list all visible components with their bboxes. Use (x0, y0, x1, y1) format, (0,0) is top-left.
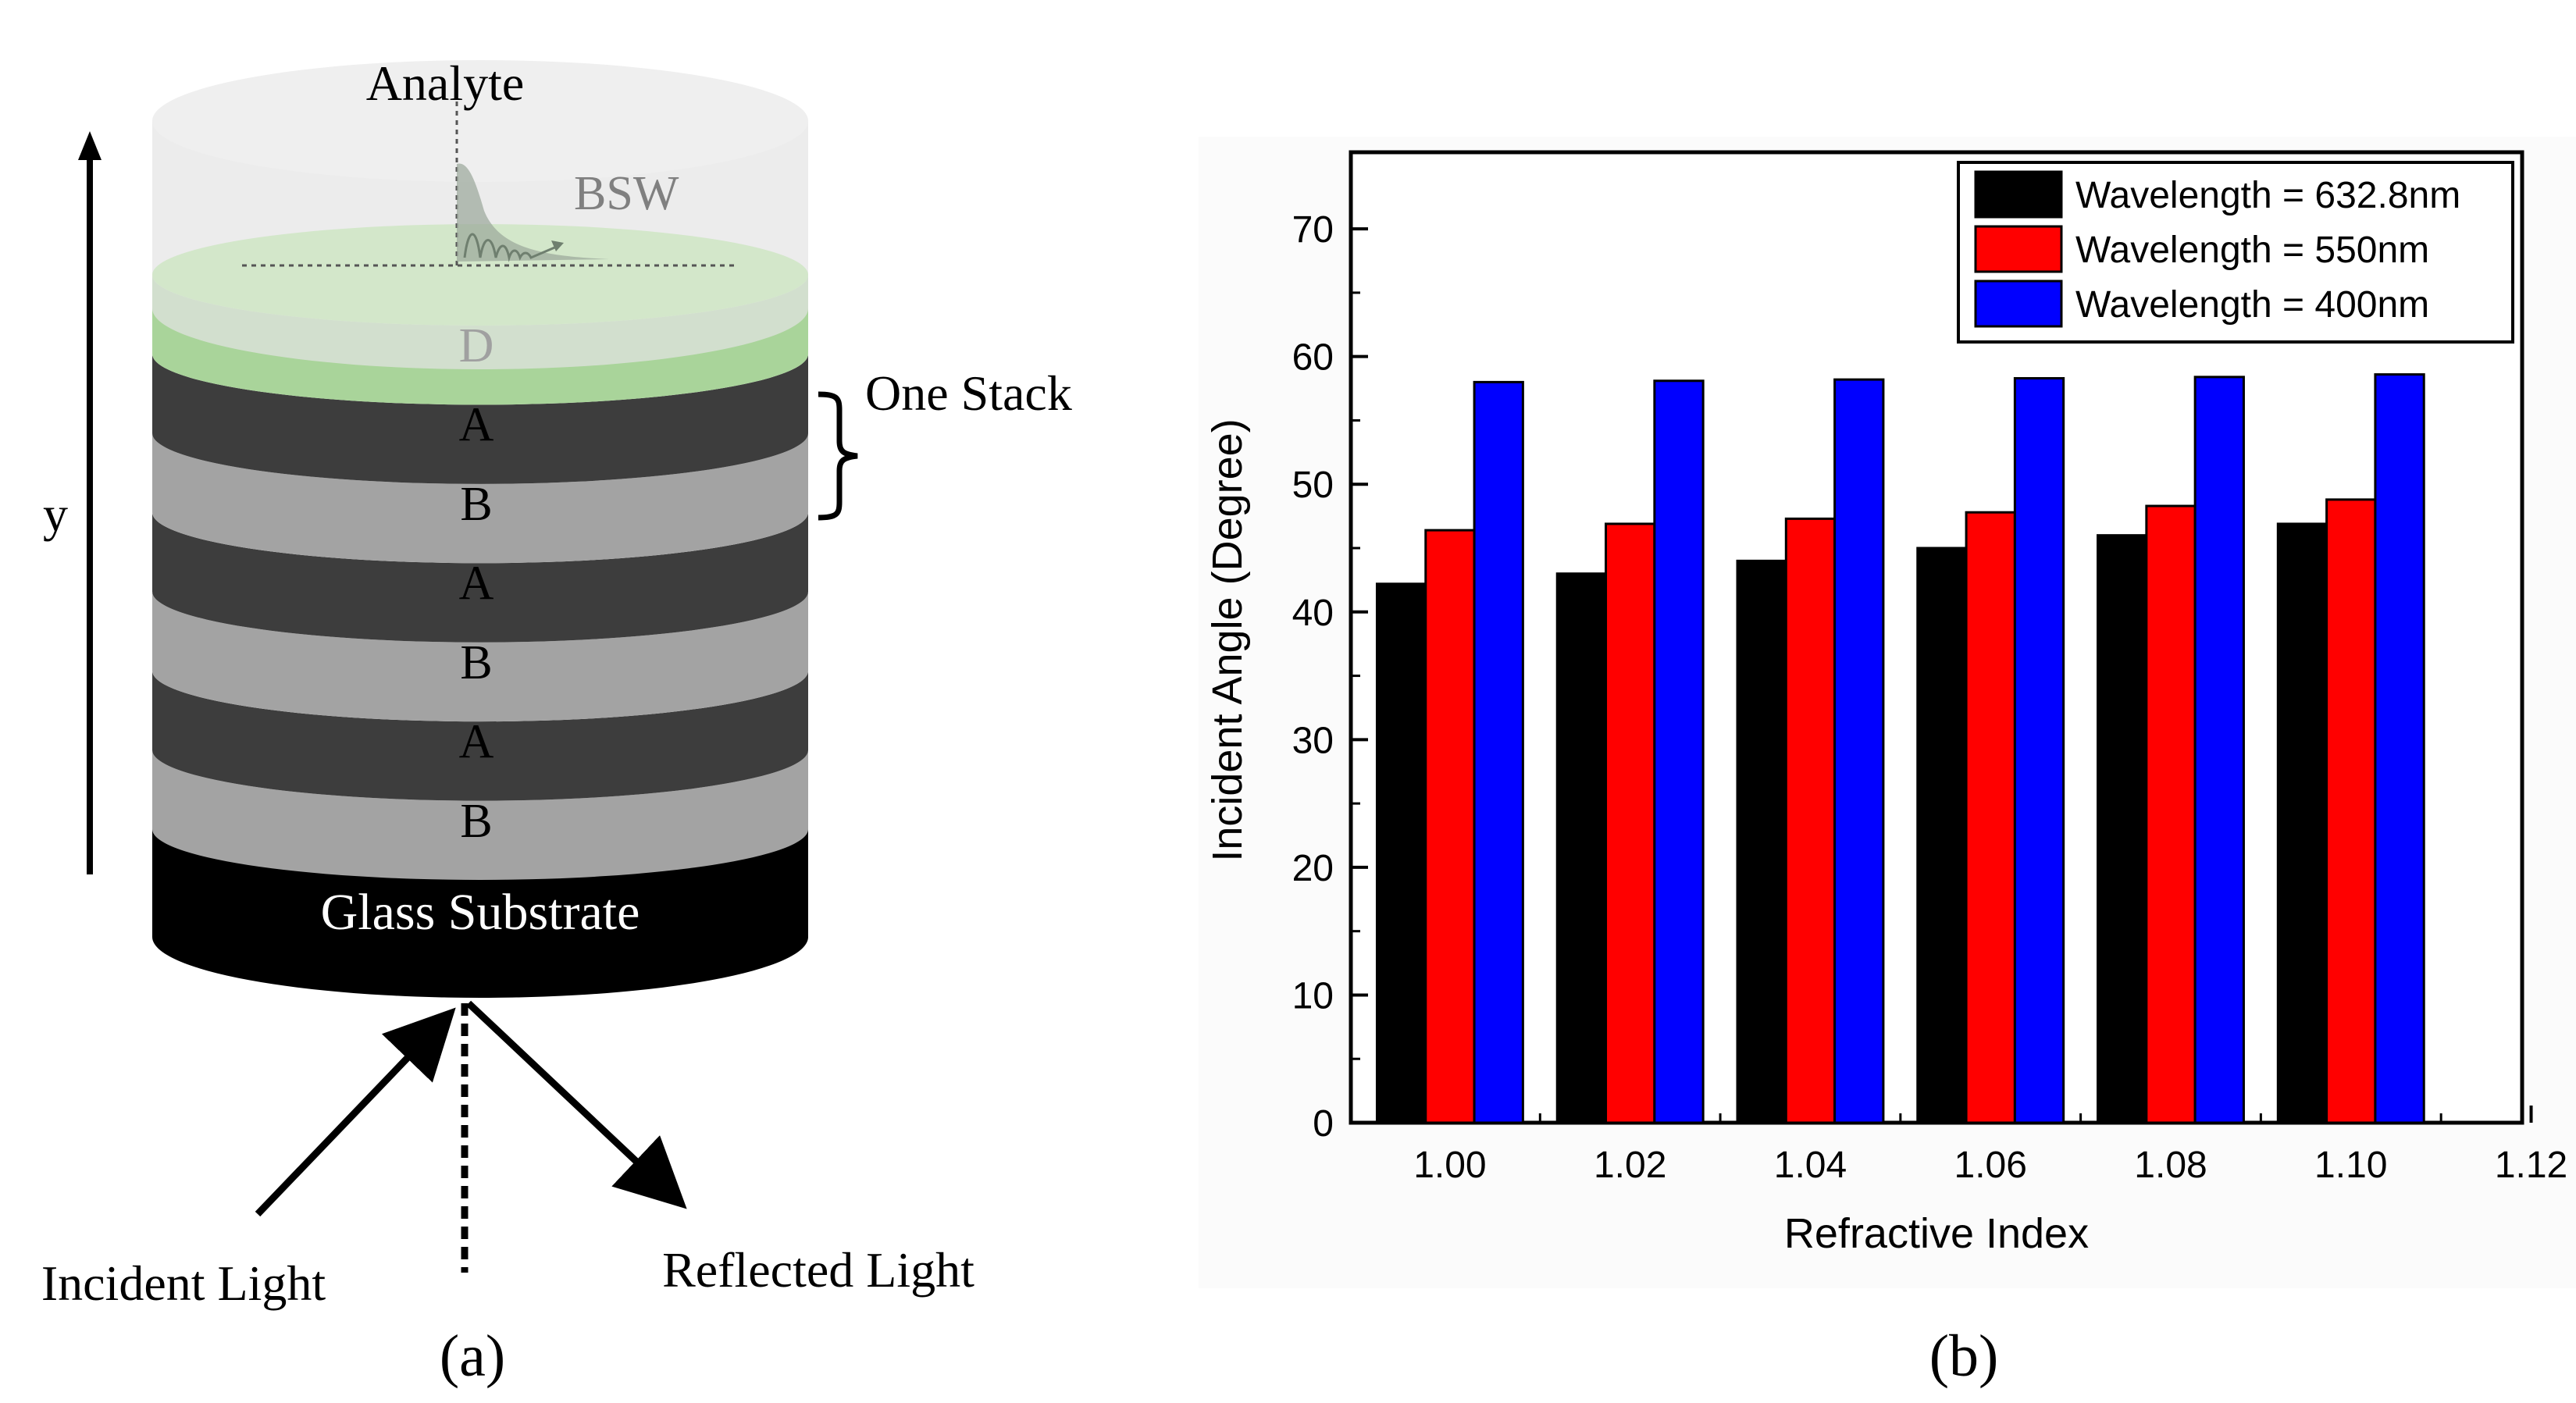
x-axis-title: Refractive Index (1784, 1210, 2089, 1257)
substrate-label: Glass Substrate (321, 884, 640, 941)
y-tick-label: 50 (1292, 465, 1334, 506)
stack-layer (152, 591, 808, 722)
stack-layer-label: B (460, 636, 492, 689)
stack-layer-label: A (459, 399, 494, 452)
panel-b-caption: (b) (1929, 1323, 1999, 1389)
x-tick-label: 1.06 (1954, 1145, 2027, 1186)
legend-label: Wavelength = 632.8nm (2075, 175, 2460, 216)
legend-label: Wavelength = 400nm (2075, 284, 2429, 326)
incident-light-label: Incident Light (41, 1255, 326, 1311)
stack-layer-label: A (459, 715, 494, 768)
stack-layer (152, 433, 808, 564)
bar-wavelength-632-8nm-1-06 (1916, 547, 1968, 1124)
reflected-light-arrow (465, 1000, 687, 1209)
y-axis-label: y (43, 486, 68, 542)
bar-wavelength-632-8nm-1-10 (2276, 522, 2328, 1124)
y-axis-arrowhead (78, 131, 102, 160)
bar-wavelength-632-8nm-1-00 (1375, 582, 1427, 1124)
y-tick-label: 40 (1292, 593, 1334, 634)
bar-wavelength-550nm-1-02 (1605, 522, 1656, 1124)
y-axis: 0 10 20 30 40 50 60 70 (1292, 209, 1368, 1145)
x-tick-label: 1.02 (1594, 1145, 1666, 1186)
bar-wavelength-400nm-1-06 (2013, 376, 2065, 1124)
bar-wavelength-550nm-1-04 (1784, 517, 1837, 1124)
y-tick-label: 20 (1292, 848, 1334, 889)
bar-wavelength-632-8nm-1-02 (1555, 572, 1608, 1124)
bsw-field-profile (457, 163, 609, 262)
legend-swatch (1974, 170, 2063, 219)
x-tick-label: 1.00 (1413, 1145, 1486, 1186)
bar-wavelength-632-8nm-1-08 (2097, 534, 2148, 1124)
legend-swatch (1974, 225, 2063, 273)
stack-layer-label: B (460, 478, 492, 531)
x-tick-label: 1.12 (2495, 1145, 2567, 1186)
x-tick-label: 1.08 (2134, 1145, 2207, 1186)
bar-wavelength-400nm-1-04 (1833, 378, 1885, 1124)
stack-layer (152, 512, 808, 643)
panel-a-caption: (a) (440, 1323, 505, 1389)
panel-b-chart: 0 10 20 30 40 50 60 70 1.00 1.02 1.04 1.06 1.08 1.10… (1199, 137, 2576, 1389)
bar-series (1375, 373, 2425, 1124)
analyte-top (152, 60, 808, 182)
bar-wavelength-400nm-1-08 (2193, 376, 2245, 1124)
x-tick-label: 1.10 (2314, 1145, 2387, 1186)
bar-wavelength-400nm-1-10 (2374, 373, 2425, 1124)
y-tick-label: 30 (1292, 720, 1334, 761)
panel-a-diagram: y Glass Substrate BABABAD Analyte BSW On… (41, 55, 1072, 1389)
x-tick-label: 1.04 (1774, 1145, 1847, 1186)
analyte-label: Analyte (366, 55, 525, 111)
reflected-light-label: Reflected Light (662, 1242, 974, 1298)
legend-label: Wavelength = 550nm (2075, 230, 2429, 271)
bar-wavelength-400nm-1-00 (1473, 380, 1524, 1124)
d-layer-top-surface (152, 224, 808, 326)
stack-layer (152, 671, 808, 801)
bsw-label: BSW (574, 167, 679, 220)
one-stack-bracket (818, 391, 858, 521)
bar-wavelength-632-8nm-1-04 (1736, 559, 1787, 1124)
bar-wavelength-550nm-1-10 (2325, 498, 2377, 1124)
x-axis: 1.00 1.02 1.04 1.06 1.08 1.10 1.12 (1413, 1106, 2567, 1186)
legend-swatch (1974, 280, 2063, 328)
bar-wavelength-400nm-1-02 (1653, 379, 1705, 1124)
bar-wavelength-550nm-1-00 (1424, 529, 1476, 1124)
stack-layer (152, 750, 808, 880)
y-tick-label: 70 (1292, 209, 1334, 251)
stack-layer (152, 354, 808, 484)
incident-light-arrow (255, 1007, 456, 1217)
y-tick-label: 60 (1292, 337, 1334, 379)
one-stack-label: One Stack (865, 365, 1072, 421)
legend: Wavelength = 632.8nm Wavelength = 550nm Wa… (1957, 161, 2514, 344)
bsw-arrowhead (551, 240, 564, 251)
bsw-wave (463, 233, 559, 262)
bar-wavelength-550nm-1-08 (2145, 504, 2197, 1124)
stack-layer-label: A (459, 557, 494, 610)
bar-wavelength-550nm-1-06 (1965, 511, 2016, 1124)
y-tick-label: 0 (1313, 1103, 1334, 1145)
stack-layer-label: B (460, 795, 492, 848)
y-tick-label: 10 (1292, 975, 1334, 1017)
y-axis-title: Incident Angle (Degree) (1204, 418, 1251, 861)
